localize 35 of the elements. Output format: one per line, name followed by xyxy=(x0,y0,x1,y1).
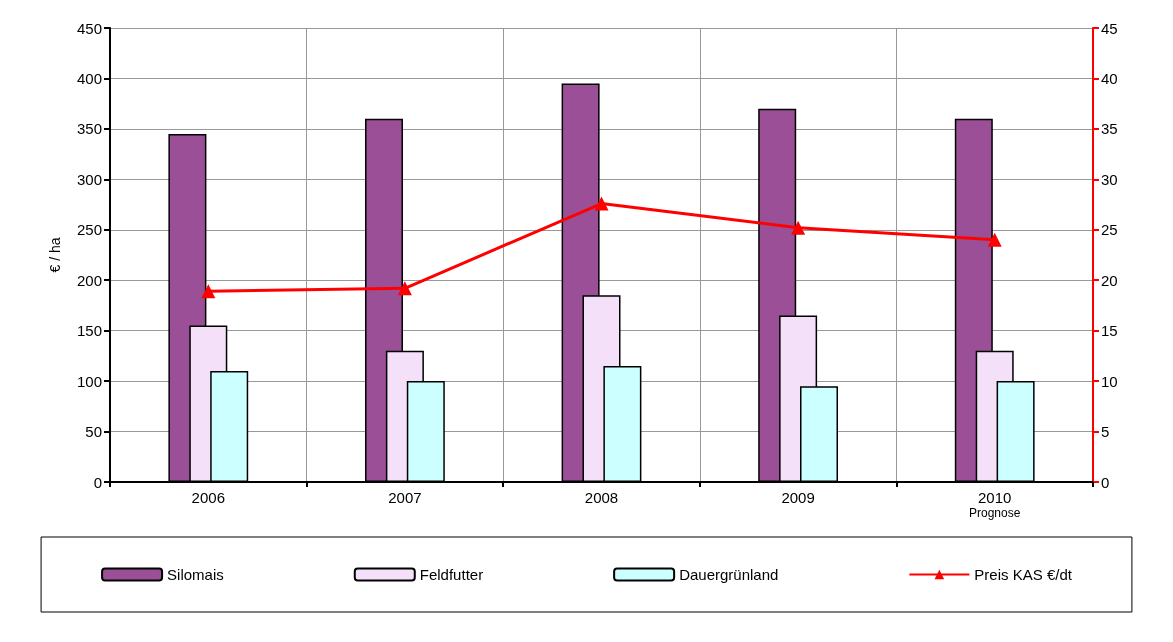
point xyxy=(791,220,806,235)
x-tick-label: 2007 xyxy=(388,489,422,506)
x-tick-label: 2010 Prognose xyxy=(969,489,1021,520)
y-tick-label: 0 xyxy=(93,473,102,491)
y2-tick-label: 25 xyxy=(1101,221,1118,239)
point xyxy=(594,196,609,211)
y-tick-label: 350 xyxy=(76,120,102,138)
y-axis-title: € / ha xyxy=(47,237,63,273)
legend-label: Silomais xyxy=(167,566,224,583)
legend-label: Dauergrünland xyxy=(679,566,779,583)
y2-tick-label: 0 xyxy=(1101,473,1110,491)
y-tick-label: 250 xyxy=(76,221,102,239)
y2-tick-label: 15 xyxy=(1101,322,1118,340)
y-tick-label: 100 xyxy=(76,372,102,390)
y2-tick-label: 20 xyxy=(1101,271,1118,289)
x-tick-label: 2008 xyxy=(584,489,619,506)
point xyxy=(201,284,216,299)
point xyxy=(987,232,1002,247)
y2-tick-label: 5 xyxy=(1101,423,1110,441)
y2-tick-label: 45 xyxy=(1101,19,1118,37)
y-tick-label: 200 xyxy=(76,271,102,289)
legend-label: Feldfutter xyxy=(419,566,484,583)
y2-tick-label: 35 xyxy=(1101,120,1118,138)
x-tick-label: 2006 xyxy=(191,489,225,506)
y-tick-label: 450 xyxy=(76,19,102,37)
y-tick-label: 400 xyxy=(76,69,102,87)
legend-label: Preis KAS €/dt xyxy=(974,566,1073,583)
point xyxy=(397,281,412,296)
y-tick-label: 300 xyxy=(76,170,102,188)
y2-tick-label: 40 xyxy=(1101,69,1118,87)
y-tick-label: 50 xyxy=(85,423,102,441)
x-tick-label: 2009 xyxy=(781,489,815,506)
y-tick-label: 150 xyxy=(76,322,102,340)
y2-tick-label: 10 xyxy=(1101,372,1118,390)
y2-tick-label: 30 xyxy=(1101,170,1118,188)
